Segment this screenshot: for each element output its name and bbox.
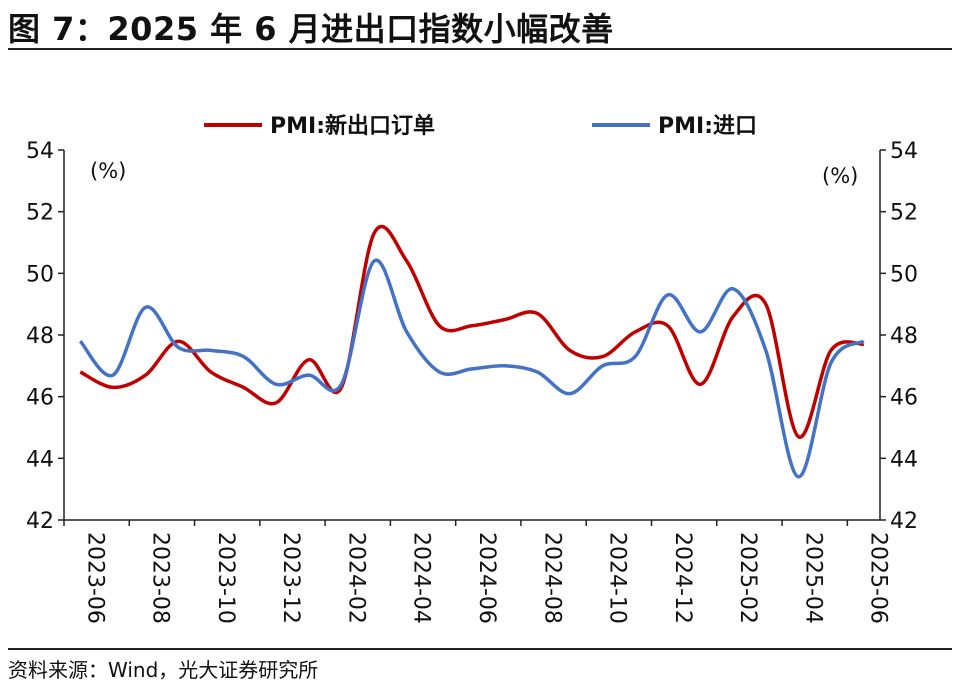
series-line-import <box>78 258 865 479</box>
right-y-tick-label: 50 <box>890 262 918 287</box>
series-lines <box>78 224 865 479</box>
left-y-tick-label: 46 <box>26 386 54 411</box>
x-tick-label: 2025-02 <box>735 532 760 624</box>
x-tick-label: 2023-12 <box>278 532 303 624</box>
right-y-tick-label: 52 <box>890 201 918 226</box>
chart-title: 图 7：2025 年 6 月进出口指数小幅改善 <box>8 10 614 48</box>
right-axis-unit: (%) <box>822 164 858 188</box>
x-tick-label: 2024-10 <box>605 532 630 624</box>
right-y-tick-label: 54 <box>890 139 918 164</box>
footer-divider <box>8 648 952 650</box>
left-y-tick-label: 48 <box>26 324 54 349</box>
right-y-tick-label: 42 <box>890 509 918 534</box>
legend: PMI:新出口订单 PMI:进口 <box>204 113 757 139</box>
x-tick-label: 2025-06 <box>866 532 891 624</box>
legend-label-new-export-orders: PMI:新出口订单 <box>270 113 435 139</box>
x-tick-label: 2025-04 <box>800 532 825 624</box>
right-y-ticks: 42 44 46 48 50 52 54 <box>880 139 918 534</box>
line-chart: PMI:新出口订单 PMI:进口 (%) (%) 42444648505254 … <box>26 113 918 624</box>
x-tick-label: 2024-08 <box>539 532 564 624</box>
series-line-new-export-orders <box>79 224 865 439</box>
left-axis-unit: (%) <box>90 159 126 183</box>
source-note: 资料来源：Wind，光大证券研究所 <box>8 658 319 682</box>
left-y-tick-label: 54 <box>26 139 54 164</box>
x-tick-label: 2023-08 <box>148 532 173 624</box>
left-y-tick-label: 50 <box>26 262 54 287</box>
x-tick-label: 2023-06 <box>82 532 107 624</box>
right-y-tick-label: 44 <box>890 447 918 472</box>
right-y-tick-label: 46 <box>890 386 918 411</box>
legend-label-import: PMI:进口 <box>658 114 757 139</box>
left-y-tick-label: 42 <box>26 509 54 534</box>
x-tick-label: 2023-10 <box>213 532 238 624</box>
left-y-tick-label: 44 <box>26 447 54 472</box>
x-tick-label: 2024-02 <box>343 532 368 624</box>
left-y-tick-label: 52 <box>26 201 54 226</box>
title-divider <box>8 48 952 50</box>
x-tick-label: 2024-04 <box>409 532 434 624</box>
x-tick-label: 2024-12 <box>670 532 695 624</box>
x-ticks: 2023-06 2023-08 2023-10 2023-12 2024-02 2024-… <box>63 520 891 624</box>
left-y-ticks: 42 44 46 48 50 52 54 <box>26 139 64 534</box>
right-y-tick-label: 48 <box>890 324 918 349</box>
x-tick-label: 2024-06 <box>474 532 499 624</box>
